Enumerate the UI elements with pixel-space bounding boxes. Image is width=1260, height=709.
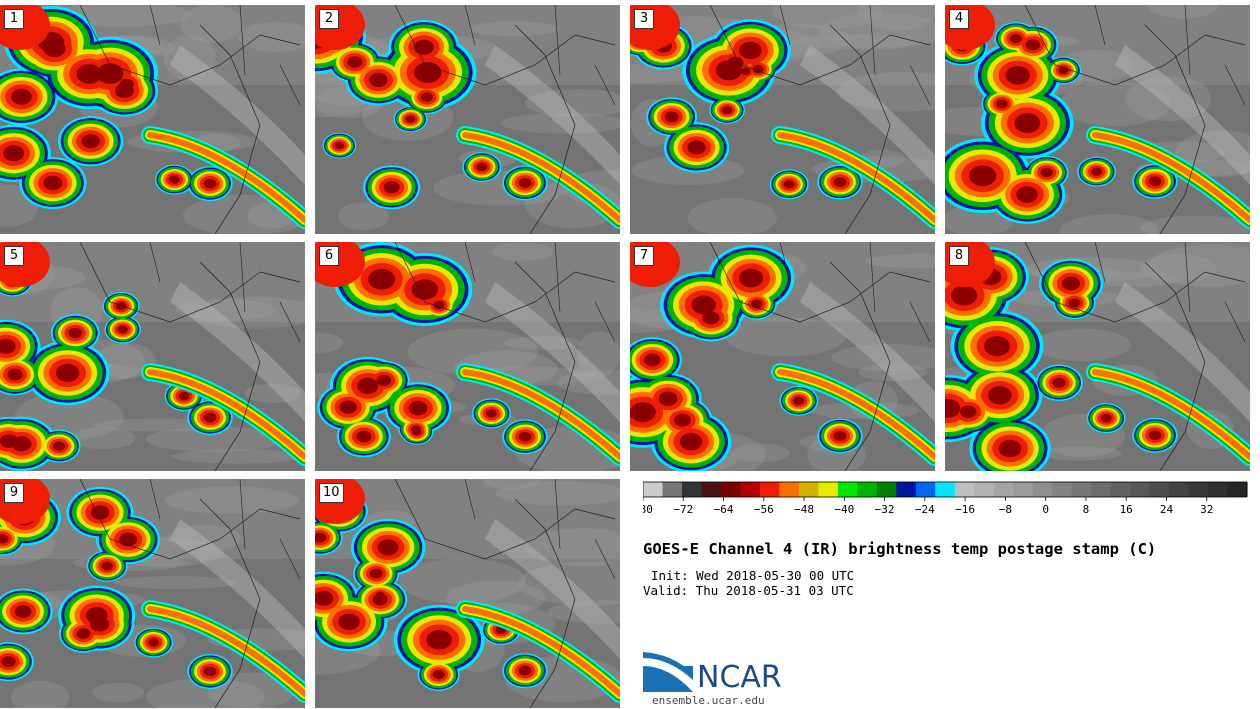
colorbar-bin — [915, 482, 936, 497]
colorbar-bin — [1130, 482, 1151, 497]
stamp-panel: 1 — [0, 5, 305, 234]
colorbar-tick-label: 32 — [1200, 503, 1213, 516]
init-time: Init: Wed 2018-05-30 00 UTC — [651, 568, 855, 583]
valid-time: Valid: Thu 2018-05-31 03 UTC — [643, 583, 854, 598]
stamp-panel: 10 — [315, 479, 620, 708]
colorbar-tick-label: 24 — [1160, 503, 1174, 516]
stamp-panel: 2 — [315, 5, 620, 234]
colorbar-bin — [1013, 482, 1034, 497]
panel-number-label: 6 — [319, 246, 339, 266]
colorbar-bin — [740, 482, 761, 497]
panel-number-label: 7 — [634, 246, 654, 266]
colorbar-bin — [1227, 482, 1248, 497]
colorbar-bin — [798, 482, 819, 497]
ir-image — [630, 5, 935, 234]
colorbar-bin — [720, 482, 741, 497]
colorbar-bin — [896, 482, 917, 497]
stamp-panel: 9 — [0, 479, 305, 708]
panel-number-label: 10 — [319, 483, 344, 503]
colorbar-bin — [681, 482, 702, 497]
colorbar-tick-label: −80 — [643, 503, 653, 516]
colorbar-bin — [662, 482, 683, 497]
ir-image — [630, 242, 935, 471]
ir-image — [945, 242, 1250, 471]
ir-image — [0, 479, 305, 708]
panel-number-label: 4 — [949, 9, 969, 29]
panel-number-label: 3 — [634, 9, 654, 29]
colorbar-bin — [974, 482, 995, 497]
stamp-panel: 6 — [315, 242, 620, 471]
stamp-panel: 7 — [630, 242, 935, 471]
colorbar-tick-label: −64 — [714, 503, 734, 516]
colorbar-bin — [857, 482, 878, 497]
stamp-panel: 4 — [945, 5, 1250, 234]
colorbar-tick-label: 0 — [1042, 503, 1049, 516]
colorbar-bin — [1071, 482, 1092, 497]
colorbar-tick-label: −16 — [955, 503, 975, 516]
colorbar-tick-label: −40 — [834, 503, 854, 516]
ir-image — [0, 242, 305, 471]
colorbar-bin — [759, 482, 780, 497]
colorbar-bin — [1032, 482, 1053, 497]
colorbar-bin — [837, 482, 858, 497]
colorbar-bin — [1091, 482, 1112, 497]
ir-image — [0, 5, 305, 234]
ir-image — [315, 5, 620, 234]
colorbar-bin — [1188, 482, 1209, 497]
stamp-panel: 3 — [630, 5, 935, 234]
panel-number-label: 2 — [319, 9, 339, 29]
colorbar-tick-label: 16 — [1120, 503, 1133, 516]
colorbar-tick-label: −48 — [794, 503, 814, 516]
colorbar-bin — [1149, 482, 1170, 497]
colorbar-bin — [1169, 482, 1190, 497]
chart-title: GOES-E Channel 4 (IR) brightness temp po… — [643, 540, 1157, 558]
panel-number-label: 8 — [949, 246, 969, 266]
colorbar-tick-label: −8 — [999, 503, 1012, 516]
panel-number-label: 5 — [4, 246, 24, 266]
colorbar-bin — [993, 482, 1014, 497]
colorbar-bin — [779, 482, 800, 497]
colorbar-bin — [701, 482, 722, 497]
colorbar-tick-label: −72 — [673, 503, 693, 516]
ir-image — [315, 242, 620, 471]
colorbar-bin — [1110, 482, 1131, 497]
stamp-panel: 8 — [945, 242, 1250, 471]
colorbar-tick-label: 8 — [1083, 503, 1090, 516]
panel-number-label: 1 — [4, 9, 24, 29]
stamp-panel: 5 — [0, 242, 305, 471]
site-url[interactable]: ensemble.ucar.edu — [652, 694, 765, 707]
colorbar-tick-label: −32 — [875, 503, 895, 516]
colorbar-bin — [818, 482, 839, 497]
colorbar-bin — [876, 482, 897, 497]
colorbar-frame — [643, 481, 1248, 498]
logo-text: NCAR — [697, 660, 782, 695]
colorbar-tick-label: −56 — [754, 503, 774, 516]
colorbar-bin — [1208, 482, 1229, 497]
ir-image — [315, 479, 620, 708]
ir-image — [945, 5, 1250, 234]
ncar-logo-icon — [643, 652, 693, 692]
colorbar-bin — [935, 482, 956, 497]
colorbar-tick-label: −24 — [915, 503, 935, 516]
panel-number-label: 9 — [4, 483, 24, 503]
colorbar-bin — [1052, 482, 1073, 497]
colorbar-bin — [643, 482, 663, 497]
colorbar-bin — [954, 482, 975, 497]
